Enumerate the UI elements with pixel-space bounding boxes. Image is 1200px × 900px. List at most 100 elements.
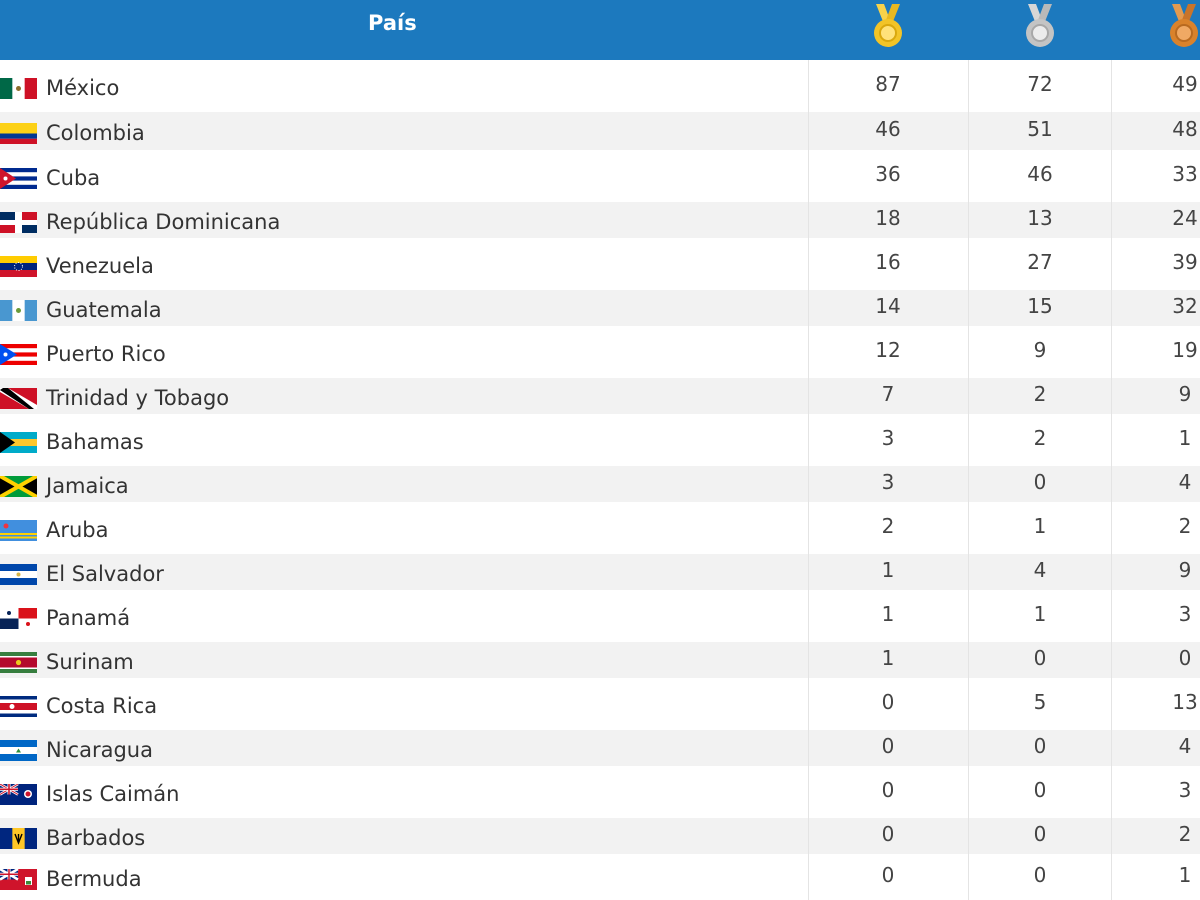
- silver-count: 27: [1027, 250, 1053, 274]
- country-name: Jamaica: [46, 474, 129, 498]
- country-name: México: [46, 76, 120, 100]
- silver-count: 46: [1027, 162, 1053, 186]
- gold-count: 46: [875, 117, 901, 141]
- table-row: Cuba 36 46 33: [0, 150, 1200, 202]
- table-row: Trinidad y Tobago 7 2 9: [0, 378, 1200, 414]
- bronze-count: 19: [1172, 338, 1198, 362]
- table-row: Jamaica 3 0 4: [0, 466, 1200, 502]
- country-name: Surinam: [46, 650, 134, 674]
- panama-flag-icon: [0, 607, 37, 629]
- aruba-flag-icon: [0, 519, 37, 541]
- silver-count: 72: [1027, 72, 1053, 96]
- gold-count: 1: [881, 602, 895, 626]
- silver-count: 5: [1033, 690, 1047, 714]
- gold-count: 36: [875, 162, 901, 186]
- bronze-count: 33: [1172, 162, 1198, 186]
- puerto-rico-flag-icon: [0, 343, 37, 365]
- table-row: Guatemala 14 15 32: [0, 290, 1200, 326]
- bronze-count: 48: [1172, 117, 1198, 141]
- country-name: Nicaragua: [46, 738, 153, 762]
- table-row: Nicaragua 0 0 4: [0, 730, 1200, 766]
- gold-count: 2: [881, 514, 895, 538]
- gold-count: 87: [875, 72, 901, 96]
- silver-count: 13: [1027, 206, 1053, 230]
- column-divider: [968, 60, 969, 900]
- gold-medal-icon: [874, 4, 902, 47]
- bronze-count: 4: [1178, 734, 1192, 758]
- gold-count: 0: [881, 822, 895, 846]
- dominican-republic-flag-icon: [0, 211, 37, 233]
- silver-count: 15: [1027, 294, 1053, 318]
- suriname-flag-icon: [0, 651, 37, 673]
- country-column-header: País: [368, 11, 417, 35]
- country-name: Panamá: [46, 606, 131, 630]
- table-header: País: [0, 0, 1200, 60]
- country-name: Cuba: [46, 166, 101, 190]
- bronze-count: 13: [1172, 690, 1198, 714]
- country-name: Venezuela: [46, 254, 154, 278]
- table-row: Bahamas 3 2 1: [0, 414, 1200, 466]
- country-name: Islas Caimán: [46, 782, 180, 806]
- gold-count: 7: [881, 382, 895, 406]
- bronze-count: 4: [1178, 470, 1192, 494]
- country-name: Aruba: [46, 518, 109, 542]
- silver-count: 2: [1033, 382, 1047, 406]
- jamaica-flag-icon: [0, 475, 37, 497]
- gold-count: 0: [881, 690, 895, 714]
- country-name: Trinidad y Tobago: [46, 386, 230, 410]
- table-row: Colombia 46 51 48: [0, 112, 1200, 150]
- gold-count: 0: [881, 734, 895, 758]
- silver-count: 1: [1033, 514, 1047, 538]
- bronze-count: 0: [1178, 646, 1192, 670]
- country-name: Barbados: [46, 826, 146, 850]
- silver-count: 0: [1033, 646, 1047, 670]
- costa-rica-flag-icon: [0, 695, 37, 717]
- bronze-count: 3: [1178, 778, 1192, 802]
- country-name: Puerto Rico: [46, 342, 166, 366]
- bronze-count: 3: [1178, 602, 1192, 626]
- bronze-count: 1: [1178, 863, 1192, 887]
- bronze-medal-icon: [1170, 4, 1198, 47]
- colombia-flag-icon: [0, 122, 37, 144]
- bronze-count: 9: [1178, 558, 1192, 582]
- gold-count: 14: [875, 294, 901, 318]
- bronze-count: 9: [1178, 382, 1192, 406]
- gold-count: 16: [875, 250, 901, 274]
- bronze-count: 2: [1178, 822, 1192, 846]
- country-name: Bahamas: [46, 430, 144, 454]
- gold-count: 3: [881, 426, 895, 450]
- table-row: México 87 72 49: [0, 60, 1200, 112]
- table-row: Bermuda 0 0 1: [0, 854, 1200, 900]
- country-name: Costa Rica: [46, 694, 158, 718]
- table-row: República Dominicana 18 13 24: [0, 202, 1200, 238]
- bahamas-flag-icon: [0, 431, 37, 453]
- gold-count: 18: [875, 206, 901, 230]
- table-row: Puerto Rico 12 9 19: [0, 326, 1200, 378]
- column-divider: [1111, 60, 1112, 900]
- table-row: Barbados 0 0 2: [0, 818, 1200, 854]
- country-name: República Dominicana: [46, 210, 281, 234]
- table-row: Venezuela 16 27 39: [0, 238, 1200, 290]
- table-row: Costa Rica 0 5 13: [0, 678, 1200, 730]
- country-name: Bermuda: [46, 867, 142, 891]
- table-row: Panamá 1 1 3: [0, 590, 1200, 642]
- silver-count: 4: [1033, 558, 1047, 582]
- gold-count: 0: [881, 863, 895, 887]
- bronze-count: 24: [1172, 206, 1198, 230]
- silver-count: 1: [1033, 602, 1047, 626]
- silver-count: 2: [1033, 426, 1047, 450]
- gold-count: 1: [881, 646, 895, 670]
- cuba-flag-icon: [0, 167, 37, 189]
- silver-count: 51: [1027, 117, 1053, 141]
- gold-count: 3: [881, 470, 895, 494]
- el-salvador-flag-icon: [0, 563, 37, 585]
- country-name: Colombia: [46, 121, 145, 145]
- gold-count: 0: [881, 778, 895, 802]
- bronze-count: 2: [1178, 514, 1192, 538]
- venezuela-flag-icon: [0, 255, 37, 277]
- table-row: Islas Caimán 0 0 3: [0, 766, 1200, 818]
- table-row: Aruba 2 1 2: [0, 502, 1200, 554]
- bronze-count: 32: [1172, 294, 1198, 318]
- gold-count: 12: [875, 338, 901, 362]
- silver-count: 0: [1033, 863, 1047, 887]
